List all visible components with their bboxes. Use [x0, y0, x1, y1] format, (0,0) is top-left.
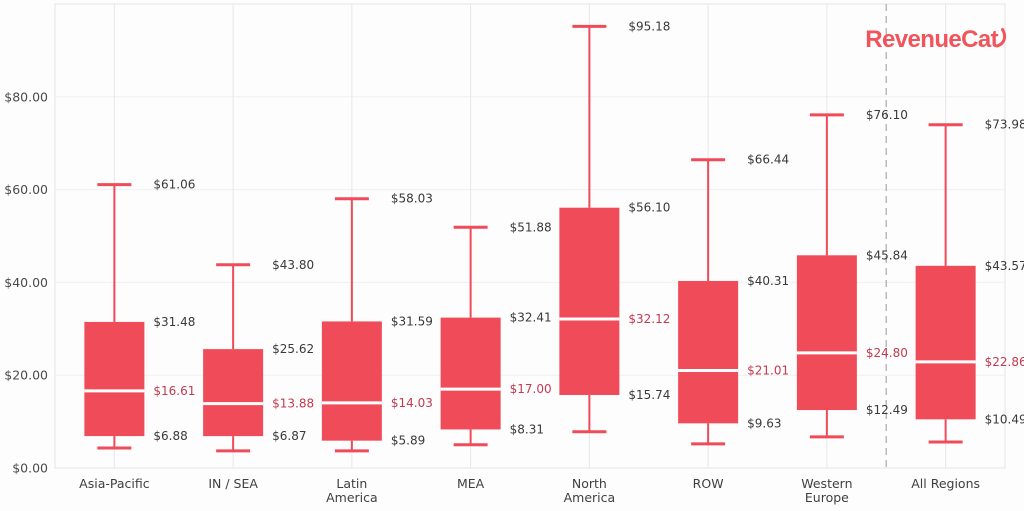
value-label-median: $21.01: [747, 364, 789, 378]
box-all-regions: $73.98 $43.57 $22.86 $10.49: [915, 118, 1024, 444]
value-label-q1: $12.49: [866, 403, 908, 417]
value-label-q3: $45.84: [866, 248, 908, 262]
value-label-whisker_high: $58.03: [391, 192, 433, 206]
value-label-median: $22.86: [985, 355, 1024, 369]
x-axis-category-label: Western: [801, 476, 852, 491]
value-label-median: $32.12: [628, 312, 670, 326]
x-axis-category-label: ROW: [693, 476, 724, 491]
value-label-median: $17.00: [510, 382, 552, 396]
value-label-q3: $25.62: [272, 342, 314, 356]
value-label-whisker_high: $61.06: [153, 178, 195, 192]
iqr-box: [559, 207, 620, 395]
value-label-q1: $5.89: [391, 434, 425, 448]
y-axis-tick-label: $40.00: [4, 275, 48, 290]
value-label-q1: $10.49: [985, 412, 1024, 426]
iqr-box: [84, 321, 145, 437]
value-label-q3: $31.48: [153, 315, 195, 329]
value-label-median: $24.80: [866, 346, 908, 360]
value-label-median: $16.61: [153, 384, 195, 398]
plot-area: [54, 3, 1006, 469]
box-row: $66.44 $40.31 $21.01 $9.63: [678, 153, 789, 446]
y-axis-tick-label: $80.00: [4, 89, 48, 104]
value-label-median: $13.88: [272, 397, 314, 411]
value-label-q3: $31.59: [391, 314, 433, 328]
box-western-europe: $76.10 $45.84 $24.80 $12.49: [796, 108, 908, 439]
value-label-whisker_high: $95.18: [628, 19, 670, 33]
value-label-whisker_high: $51.88: [510, 220, 552, 234]
value-label-median: $14.03: [391, 396, 433, 410]
value-label-whisker_high: $76.10: [866, 108, 908, 122]
iqr-box: [203, 349, 264, 437]
box-in-sea: $43.80 $25.62 $13.88 $6.87: [203, 258, 314, 453]
iqr-box: [915, 265, 976, 420]
value-label-q3: $43.57: [985, 259, 1024, 273]
value-label-whisker_high: $73.98: [985, 118, 1024, 132]
y-axis-tick-label: $20.00: [4, 368, 48, 383]
revenuecat-logo: RevenueCat: [865, 26, 1010, 54]
y-axis-tick-label: $0.00: [12, 461, 48, 476]
x-axis-category-label: Europe: [805, 490, 849, 505]
iqr-box: [440, 317, 501, 430]
value-label-whisker_high: $43.80: [272, 258, 314, 272]
x-axis-category-label: America: [564, 490, 616, 505]
iqr-box: [321, 321, 382, 441]
logo-cat-tail-icon: [995, 28, 1007, 48]
iqr-box: [678, 280, 739, 424]
value-label-q1: $6.88: [153, 429, 187, 443]
value-label-q3: $40.31: [747, 274, 789, 288]
value-label-q1: $8.31: [510, 422, 544, 436]
value-label-q1: $9.63: [747, 416, 781, 430]
iqr-box: [796, 255, 857, 411]
value-label-q3: $32.41: [510, 311, 552, 325]
value-label-q1: $6.87: [272, 429, 306, 443]
x-axis-category-label: Asia-Pacific: [79, 476, 150, 491]
x-axis-category-label: North: [572, 476, 607, 491]
x-axis-category-label: Latin: [336, 476, 367, 491]
value-label-whisker_high: $66.44: [747, 153, 789, 167]
x-axis-category-label: MEA: [457, 476, 485, 491]
box-latin-america: $58.03 $31.59 $14.03 $5.89: [321, 192, 433, 453]
x-axis-category-label: IN / SEA: [208, 476, 258, 491]
y-axis-tick-label: $60.00: [4, 182, 48, 197]
x-axis-category-label: America: [326, 490, 378, 505]
x-axis-category-label: All Regions: [911, 476, 980, 491]
logo-text: RevenueCat: [865, 26, 998, 53]
value-label-q1: $15.74: [628, 388, 670, 402]
value-label-q3: $56.10: [628, 201, 670, 215]
box-north-america: $95.18 $56.10 $32.12 $15.74: [559, 19, 670, 434]
box-mea: $51.88 $32.41 $17.00 $8.31: [440, 220, 552, 447]
box-asia-pacific: $61.06 $31.48 $16.61 $6.88: [84, 178, 195, 450]
